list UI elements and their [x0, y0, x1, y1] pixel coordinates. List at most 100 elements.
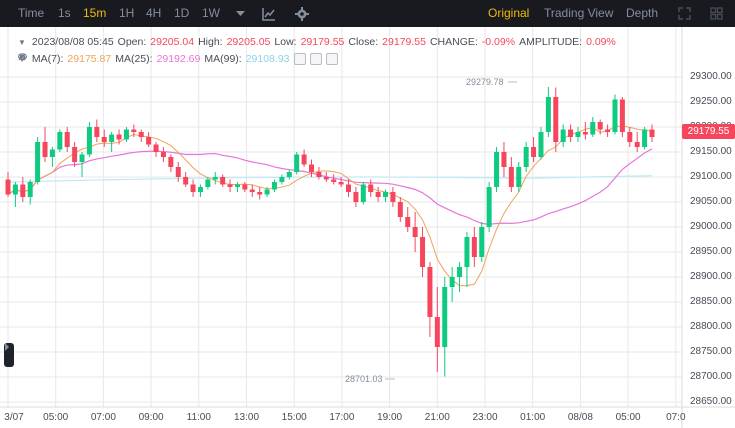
candle-body: [649, 129, 655, 137]
tab-depth[interactable]: Depth: [626, 6, 659, 20]
price-tick-label: 29100.00: [690, 171, 732, 182]
time-tick-label: 17:00: [329, 412, 355, 423]
candle-body: [123, 129, 129, 140]
grid-layout-icon[interactable]: [708, 0, 724, 27]
price-tick-label: 28650.00: [690, 396, 732, 407]
candle-body: [412, 227, 418, 237]
candle-body: [57, 132, 63, 150]
candle-body: [264, 189, 270, 195]
interval-1s[interactable]: 1s: [58, 6, 71, 20]
candle-body: [427, 267, 433, 317]
candle-body: [257, 192, 263, 195]
candle-body: [627, 132, 633, 142]
candle-body: [449, 277, 455, 287]
legend-open-label: Open:: [117, 36, 147, 48]
indicator-icon[interactable]: [261, 0, 277, 27]
legend-high-value: 29205.05: [226, 36, 271, 48]
price-tick-label: 28800.00: [690, 321, 732, 332]
time-tick-label: 19:00: [377, 412, 403, 423]
ma25-line: [7, 148, 653, 225]
candle-body: [72, 147, 78, 162]
interval-1d[interactable]: 1D: [174, 6, 190, 20]
candle-body: [605, 129, 611, 132]
candle-body: [464, 237, 470, 267]
candle-body: [568, 129, 574, 137]
time-tick-label: 07:00: [90, 412, 116, 423]
last-price-tag: 29179.55: [682, 124, 735, 139]
candle-body: [79, 154, 85, 162]
candle-body: [20, 184, 26, 197]
candle-body: [457, 267, 463, 277]
time-tick-label: 08/08: [567, 412, 593, 423]
fullscreen-icon[interactable]: [676, 0, 692, 27]
candle-body: [227, 184, 233, 187]
candle-body: [279, 177, 285, 182]
candle-body: [249, 189, 255, 192]
candle-body: [338, 182, 344, 185]
candlestick-chart[interactable]: ▼ 2023/08/08 05:45 Open: 29205.04 High: …: [0, 27, 735, 428]
candle-body: [64, 132, 70, 147]
candle-body: [271, 182, 277, 190]
caret-down-icon[interactable]: ▼: [18, 37, 26, 47]
candle-body: [153, 144, 159, 152]
legend-datetime: 2023/08/08 05:45: [31, 36, 114, 48]
tab-original[interactable]: Original: [488, 6, 530, 20]
candle-body: [94, 127, 100, 137]
price-tick-label: 29050.00: [690, 196, 732, 207]
candle-body: [390, 192, 396, 202]
candle-body: [101, 137, 107, 142]
high-marker-label: 29279.78: [466, 77, 504, 87]
candle-body: [234, 184, 240, 187]
time-tick-label: 23:00: [472, 412, 498, 423]
interval-1w[interactable]: 1W: [202, 6, 220, 20]
interval-1h[interactable]: 1H: [119, 6, 135, 20]
time-tick-label: 15:00: [281, 412, 307, 423]
candle-body: [353, 192, 359, 202]
candle-body: [545, 97, 551, 132]
candle-body: [146, 137, 152, 145]
candle-body: [5, 179, 11, 195]
eye-icon[interactable]: [18, 53, 306, 65]
interval-15m[interactable]: 15m: [83, 6, 107, 20]
settings-icon[interactable]: [19, 53, 322, 65]
close-icon[interactable]: [18, 53, 338, 65]
candle-body: [494, 152, 500, 187]
tab-trading-view[interactable]: Trading View: [544, 6, 614, 20]
interval-4h[interactable]: 4H: [146, 6, 162, 20]
candle-body: [27, 182, 33, 197]
time-tick-label: 11:00: [186, 412, 211, 423]
chevron-down-icon[interactable]: [234, 0, 246, 27]
candle-body: [86, 127, 92, 155]
candle-body: [590, 122, 596, 135]
candle-body: [642, 129, 648, 147]
candle-body: [212, 177, 218, 180]
side-panel-handle[interactable]: [4, 343, 14, 367]
time-label[interactable]: Time: [18, 6, 45, 20]
candle-body: [582, 132, 588, 135]
candle-body: [294, 154, 300, 172]
price-tick-label: 28950.00: [690, 246, 732, 257]
candle-body: [316, 172, 322, 177]
candle-body: [508, 167, 514, 187]
legend-amplitude-label: AMPLITUDE:: [519, 36, 583, 48]
candle-body: [383, 192, 389, 197]
candle-body: [368, 184, 374, 192]
candle-body: [420, 237, 426, 267]
ma7-value: 29175.87: [67, 53, 112, 65]
ma99-value: 29108.93: [245, 53, 290, 65]
candle-body: [397, 202, 403, 217]
candle-body: [308, 164, 314, 172]
candle-body: [346, 184, 352, 192]
candle-body: [160, 152, 166, 157]
candle-body: [331, 179, 337, 182]
gear-icon[interactable]: [294, 0, 310, 27]
candle-body: [538, 132, 544, 157]
ma99-label: MA(99):: [204, 53, 242, 65]
candle-body: [405, 217, 411, 227]
candle-body: [360, 184, 366, 202]
ma7-line: [7, 125, 653, 287]
time-tick-label: 09:00: [138, 412, 164, 423]
price-tick-label: 29250.00: [690, 96, 732, 107]
chart-canvas[interactable]: [0, 27, 735, 428]
legend-change-value: -0.09%: [481, 36, 516, 48]
